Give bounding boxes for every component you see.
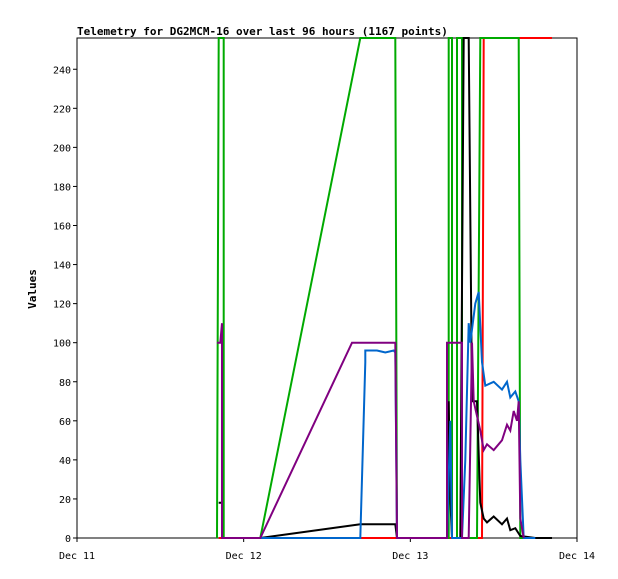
- y-axis: 0 20 40 60 80 100 120 140 160 180 200 220 240: [53, 65, 77, 545]
- x-tick-label: Dec 14: [559, 551, 595, 562]
- series-line-2: [216, 37, 536, 539]
- plot-border: [76, 37, 578, 539]
- y-tick-label: 220: [53, 104, 71, 115]
- series-line-5: [217, 323, 525, 539]
- series-layer: [216, 37, 552, 539]
- series-line-1: [218, 37, 552, 539]
- x-tick-label: Dec 11: [59, 551, 95, 562]
- plot-frame: [76, 37, 578, 539]
- y-tick-label: 40: [59, 456, 71, 467]
- y-axis-label: Values: [26, 269, 39, 309]
- y-tick-label: 60: [59, 417, 71, 428]
- x-tick-label: Dec 12: [226, 551, 262, 562]
- y-tick-label: 100: [53, 339, 71, 350]
- y-tick-label: 0: [65, 534, 71, 545]
- y-tick-label: 160: [53, 222, 71, 233]
- y-tick-label: 180: [53, 182, 71, 193]
- y-tick-label: 20: [59, 495, 71, 506]
- y-tick-label: 200: [53, 143, 71, 154]
- x-axis: Dec 11 Dec 12 Dec 13 Dec 14: [59, 538, 595, 562]
- y-tick-label: 140: [53, 261, 71, 272]
- y-tick-label: 240: [53, 65, 71, 76]
- series-line-3: [218, 37, 552, 539]
- series-line-4: [223, 291, 536, 539]
- x-tick-label: Dec 13: [392, 551, 428, 562]
- y-tick-label: 120: [53, 300, 71, 311]
- chart-title: Telemetry for DG2MCM-16 over last 96 hou…: [77, 25, 448, 38]
- y-tick-label: 80: [59, 378, 71, 389]
